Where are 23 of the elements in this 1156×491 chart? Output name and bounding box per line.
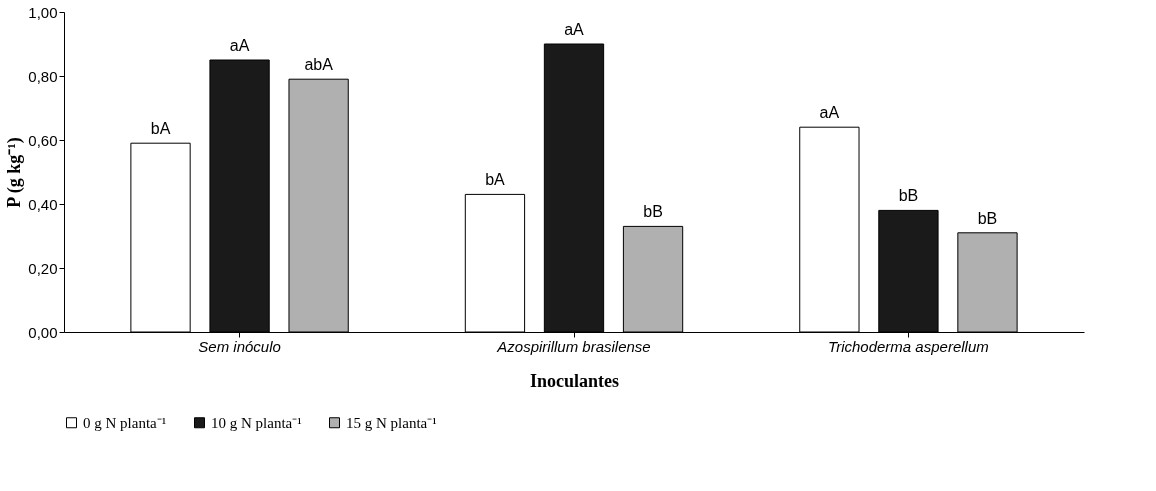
x-tick-label: Trichoderma asperellum	[828, 337, 989, 355]
y-tick-label: 0,20	[28, 259, 58, 277]
data-label: aA	[819, 104, 840, 122]
data-label: abA	[304, 56, 334, 74]
data-label: bA	[485, 171, 506, 189]
legend-label: 0 g N planta⁻¹	[83, 414, 167, 431]
y-tick-label: 1,00	[28, 3, 58, 21]
legend-label: 10 g N planta⁻¹	[211, 414, 302, 431]
data-label: bB	[977, 209, 998, 227]
x-axis-title: Inoculantes	[529, 370, 620, 391]
y-tick-label: 0,40	[28, 195, 58, 213]
y-tick-label: 0,80	[28, 67, 58, 85]
data-label: bA	[150, 120, 171, 138]
x-tick-label: Azospirillum brasilense	[496, 337, 651, 355]
data-label: bB	[898, 187, 919, 205]
y-tick-label: 0,00	[28, 323, 58, 341]
x-tick-label: Sem inóculo	[198, 337, 281, 355]
data-label: aA	[564, 21, 585, 38]
y-axis-title: P (g kg⁻¹)	[4, 137, 26, 208]
y-tick-label: 0,60	[28, 131, 58, 149]
legend-label: 15 g N planta⁻¹	[346, 414, 437, 431]
data-label: aA	[229, 37, 250, 54]
data-label: bB	[643, 203, 663, 221]
